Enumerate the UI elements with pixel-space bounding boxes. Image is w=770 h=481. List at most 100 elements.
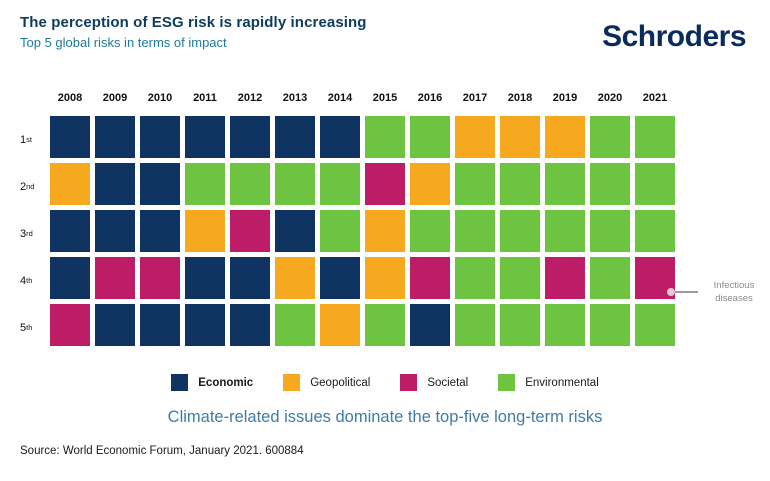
cell-2019-rank2-environmental xyxy=(545,163,585,205)
cell-2009-rank2-economic xyxy=(95,163,135,205)
cell-2011-rank3-geopolitical xyxy=(185,210,225,252)
cell-2016-rank3-environmental xyxy=(410,210,450,252)
cell-2011-rank2-environmental xyxy=(185,163,225,205)
cell-2018-rank4-environmental xyxy=(500,257,540,299)
cell-2014-rank4-economic xyxy=(320,257,360,299)
cell-2019-rank1-geopolitical xyxy=(545,116,585,158)
cell-2017-rank4-environmental xyxy=(455,257,495,299)
cell-2013-rank1-economic xyxy=(275,116,315,158)
cell-2008-rank4-economic xyxy=(50,257,90,299)
cell-2014-rank3-environmental xyxy=(320,210,360,252)
cell-2012-rank2-environmental xyxy=(230,163,270,205)
cell-2015-rank3-geopolitical xyxy=(365,210,405,252)
legend-label-geopolitical: Geopolitical xyxy=(310,376,371,389)
cell-2016-rank4-societal xyxy=(410,257,450,299)
legend-swatch-environmental xyxy=(498,374,516,391)
year-header-row: 2008 2009 2010 2011 2012 2013 2014 2015 2016 2017… xyxy=(50,92,760,108)
year-label-2015: 2015 xyxy=(372,92,398,104)
page-title: The perception of ESG risk is rapidly in… xyxy=(20,14,367,31)
legend-swatch-economic xyxy=(171,374,189,391)
chart-caption: Climate-related issues dominate the top-… xyxy=(167,408,603,426)
cell-2013-rank3-economic xyxy=(275,210,315,252)
cell-2017-rank1-geopolitical xyxy=(455,116,495,158)
cell-2008-rank1-economic xyxy=(50,116,90,158)
cell-2018-rank2-environmental xyxy=(500,163,540,205)
cell-2012-rank4-economic xyxy=(230,257,270,299)
risk-heatmap-chart: 2008 2009 2010 2011 2012 2013 2014 2015 2016 2017… xyxy=(20,92,760,351)
year-label-2008: 2008 xyxy=(57,92,83,104)
annotation-label: Infectious diseases xyxy=(713,280,755,304)
cell-2021-rank5-environmental xyxy=(635,304,675,346)
cell-2017-rank2-environmental xyxy=(455,163,495,205)
legend-item-societal: Societal xyxy=(400,374,468,391)
cell-2010-rank1-economic xyxy=(140,116,180,158)
year-label-2016: 2016 xyxy=(417,92,443,104)
cell-2020-rank4-environmental xyxy=(590,257,630,299)
year-label-2014: 2014 xyxy=(327,92,353,104)
cell-2021-rank1-environmental xyxy=(635,116,675,158)
year-label-2017: 2017 xyxy=(462,92,488,104)
cell-2014-rank1-economic xyxy=(320,116,360,158)
cell-2009-rank4-societal xyxy=(95,257,135,299)
cell-2010-rank2-economic xyxy=(140,163,180,205)
cell-2016-rank5-economic xyxy=(410,304,450,346)
cell-2018-rank1-geopolitical xyxy=(500,116,540,158)
cell-2015-rank1-environmental xyxy=(365,116,405,158)
legend-label-societal: Societal xyxy=(427,376,469,389)
legend: Economic Geopolitical Societal Environmenta… xyxy=(0,374,770,391)
cell-2013-rank5-environmental xyxy=(275,304,315,346)
cell-2011-rank5-economic xyxy=(185,304,225,346)
legend-label-economic: Economic xyxy=(198,376,254,389)
cell-2012-rank1-economic xyxy=(230,116,270,158)
cell-2020-rank3-environmental xyxy=(590,210,630,252)
cell-2017-rank3-environmental xyxy=(455,210,495,252)
cell-2013-rank4-geopolitical xyxy=(275,257,315,299)
annotation-dot xyxy=(667,288,675,296)
cell-2018-rank5-environmental xyxy=(500,304,540,346)
cell-2008-rank5-societal xyxy=(50,304,90,346)
cell-2009-rank3-economic xyxy=(95,210,135,252)
cell-2010-rank5-economic xyxy=(140,304,180,346)
cell-2021-rank3-environmental xyxy=(635,210,675,252)
year-label-2012: 2012 xyxy=(237,92,263,104)
cell-2021-rank2-environmental xyxy=(635,163,675,205)
cell-2019-rank5-environmental xyxy=(545,304,585,346)
title-block: The perception of ESG risk is rapidly in… xyxy=(20,14,367,50)
cell-2019-rank3-environmental xyxy=(545,210,585,252)
cell-2020-rank1-environmental xyxy=(590,116,630,158)
legend-item-geopolitical: Geopolitical xyxy=(283,374,370,391)
year-label-2021: 2021 xyxy=(642,92,668,104)
year-label-2009: 2009 xyxy=(102,92,128,104)
cell-2018-rank3-environmental xyxy=(500,210,540,252)
cell-2008-rank2-geopolitical xyxy=(50,163,90,205)
schroders-logo: Schroders xyxy=(602,20,746,53)
cell-2010-rank4-societal xyxy=(140,257,180,299)
cell-2009-rank5-economic xyxy=(95,304,135,346)
cell-2020-rank5-environmental xyxy=(590,304,630,346)
cell-2015-rank2-societal xyxy=(365,163,405,205)
risk-grid xyxy=(50,116,675,351)
cell-2012-rank3-societal xyxy=(230,210,270,252)
cell-2016-rank2-geopolitical xyxy=(410,163,450,205)
cell-2012-rank5-economic xyxy=(230,304,270,346)
legend-label-environmental: Environmental xyxy=(525,376,599,389)
legend-item-economic: Economic xyxy=(171,374,253,391)
year-label-2013: 2013 xyxy=(282,92,308,104)
legend-swatch-geopolitical xyxy=(283,374,301,391)
year-label-2020: 2020 xyxy=(597,92,623,104)
legend-item-environmental: Environmental xyxy=(498,374,599,391)
year-label-2018: 2018 xyxy=(507,92,533,104)
header: The perception of ESG risk is rapidly in… xyxy=(20,14,746,54)
cell-2008-rank3-economic xyxy=(50,210,90,252)
cell-2019-rank4-societal xyxy=(545,257,585,299)
cell-2014-rank5-geopolitical xyxy=(320,304,360,346)
year-label-2010: 2010 xyxy=(147,92,173,104)
